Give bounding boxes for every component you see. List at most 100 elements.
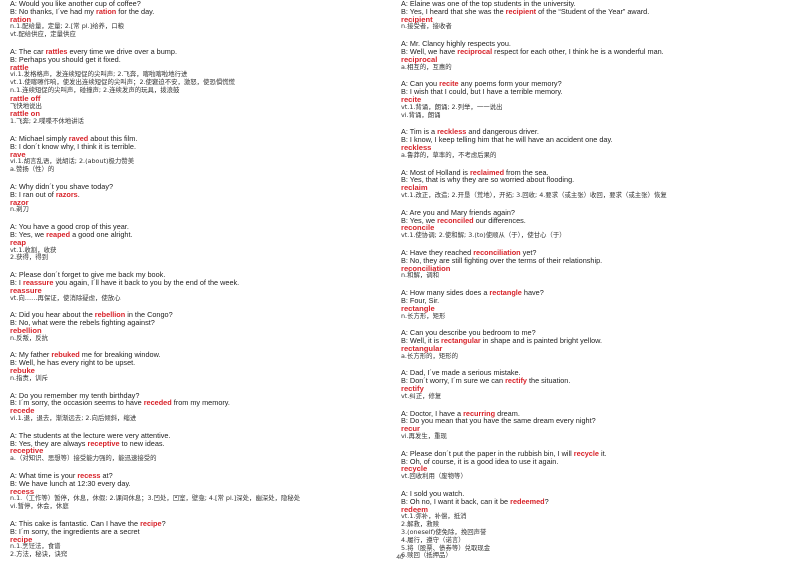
vocab-entry: A: Dad, I´ve made a serious mistake. B: D… bbox=[401, 369, 781, 400]
vocab-entry: A: Can you describe you bedroom to me? B:… bbox=[401, 329, 781, 360]
dialogue-line: A: You have a good crop of this year. bbox=[10, 223, 382, 231]
keyword-highlight: razors bbox=[55, 189, 78, 199]
vocab-entry: A: Doctor, I have a recurring dream. B: D… bbox=[401, 409, 781, 441]
dialogue-line: A: I sold you watch. bbox=[401, 490, 781, 498]
definition-line: a.鲁莽的，草率的，不考虑后果的 bbox=[401, 150, 497, 159]
dialogue-text: A: Did you hear about the bbox=[10, 310, 95, 320]
dialogue-line: B: I reassure you again, I´ll have it ba… bbox=[10, 279, 382, 287]
definition-line: n.接受者，接收者 bbox=[401, 22, 452, 31]
keyword-highlight: rattles bbox=[45, 46, 68, 56]
dialogue-line: A: Are you and Mary friends again? bbox=[401, 207, 781, 217]
dialogue-line: B: I ran out of razors. bbox=[10, 189, 382, 199]
headword: rectify bbox=[401, 384, 424, 394]
vocab-entry: A: Mr. Clancy highly respects you. B: Wel… bbox=[401, 40, 781, 71]
dialogue-line: A: Did you hear about the rebellion in t… bbox=[10, 311, 382, 319]
headword: rattle on bbox=[10, 109, 40, 119]
dialogue-line: B: Yes, that is why they are so worried … bbox=[401, 176, 781, 184]
dialogue-text: B: I bbox=[10, 277, 23, 287]
dialogue-line: A: Do you remember my tenth birthday? bbox=[10, 390, 382, 400]
headword: rebuke bbox=[10, 366, 35, 376]
definition-line: n.指责，训斥 bbox=[10, 373, 49, 382]
headword: reconciliation bbox=[401, 263, 451, 273]
vocab-entry: A: Tim is a reckless and dangerous drive… bbox=[401, 128, 781, 159]
dialogue-text: B: Yes, I heard that she was the bbox=[401, 6, 506, 16]
dialogue-line: B: We have lunch at 12:30 every day. bbox=[10, 479, 382, 488]
dialogue-line: A: The students at the lecture were very… bbox=[10, 430, 382, 440]
dialogue-text: B: No thanks, I´ve had my bbox=[10, 6, 96, 16]
dialogue-text: B: I ran out of bbox=[10, 189, 56, 199]
vocab-entry: A: Did you hear about the rebellion in t… bbox=[10, 311, 382, 342]
definition-line: 2.解救，救赎 bbox=[401, 520, 440, 529]
vocab-entry: A: Have they reached reconciliation yet?… bbox=[401, 249, 781, 280]
dialogue-line: A: How many sides does a rectangle have? bbox=[401, 289, 781, 297]
dialogue-text: A: The car bbox=[10, 46, 46, 56]
vocab-entry: A: I sold you watch. B: Oh no, I want it … bbox=[401, 490, 781, 560]
definition-line: vi.暂停，休会，休庭 bbox=[10, 502, 69, 511]
definition-line: vt.1.背诵，朗诵; 2.列举，一一说出 bbox=[401, 102, 503, 111]
dialogue-text: B: Oh, of course, it is a good idea to u… bbox=[401, 456, 559, 466]
dialogue-line: A: Michael simply raved about this film. bbox=[10, 135, 382, 143]
headword: rectangle bbox=[401, 303, 435, 313]
dialogue-text: B: I don´t know why, I think it is terri… bbox=[10, 141, 136, 151]
vocab-entry: A: My father rebuked me for breaking win… bbox=[10, 351, 382, 382]
definition-line: n.反叛，反抗 bbox=[10, 333, 49, 342]
dialogue-text: A: Please don´t forget to give me back m… bbox=[10, 270, 166, 280]
dialogue-text: about this film. bbox=[88, 133, 138, 143]
dialogue-line: A: Dad, I´ve made a serious mistake. bbox=[401, 369, 781, 377]
dialogue-text: B: I know, I keep telling him that he wi… bbox=[401, 135, 613, 145]
keyword-highlight: reciprocal bbox=[457, 46, 493, 56]
dialogue-text: A: Please don´t put the paper in the rub… bbox=[401, 448, 574, 458]
keyword-highlight: receded bbox=[143, 398, 172, 408]
dialogue-text: A: You have a good crop of this year. bbox=[10, 222, 129, 232]
definition-line: a.长方形的，矩形的 bbox=[401, 351, 459, 360]
dialogue-text: A: The students at the lecture were very… bbox=[10, 430, 171, 440]
dialogue-text: A: Are you and Mary friends again? bbox=[401, 207, 515, 217]
dialogue-text: ? bbox=[161, 519, 166, 529]
dialogue-line: A: Please don´t forget to give me back m… bbox=[10, 271, 382, 279]
definition-line: vt.1.收割，收获 bbox=[10, 245, 57, 254]
dialogue-text: B: Yes, we bbox=[10, 229, 47, 239]
dialogue-text: of the “Student of the Year” award. bbox=[536, 6, 650, 16]
headword: recipe bbox=[10, 534, 33, 544]
left-column: A: Would you like another cup of coffee?… bbox=[10, 0, 382, 568]
headword: rectangular bbox=[401, 343, 443, 353]
keyword-highlight: rectangle bbox=[489, 288, 522, 298]
vocab-entry: A: Are you and Mary friends again? B: Yes… bbox=[401, 207, 781, 240]
dialogue-text: A: My father bbox=[10, 350, 52, 360]
dialogue-text: to new ideas. bbox=[119, 438, 165, 448]
vocab-entry: A: This cake is fantastic. Can I have th… bbox=[10, 520, 382, 559]
keyword-highlight: recycle bbox=[573, 448, 599, 458]
headword: recipient bbox=[401, 14, 433, 24]
dialogue-line: A: Elaine was one of the top students in… bbox=[401, 0, 781, 8]
dialogue-text: A: Mr. Clancy highly respects you. bbox=[401, 39, 511, 49]
headword: rattle bbox=[10, 62, 29, 72]
definition-line: a.（对知识、思想等）接受能力强的，能迅速接受的 bbox=[10, 454, 157, 463]
dialogue-text: in the Congo? bbox=[125, 310, 173, 320]
dialogue-line: B: Do you mean that you have the same dr… bbox=[401, 417, 781, 425]
dialogue-text: A: Can you describe you bedroom to me? bbox=[401, 328, 536, 338]
dialogue-line: B: Don´t worry, I´m sure we can rectify … bbox=[401, 377, 781, 385]
dialogue-text: B: Perhaps you should get it fixed. bbox=[10, 54, 121, 64]
dialogue-line: B: Well, he has every right to be upset. bbox=[10, 359, 382, 367]
dialogue-text: B: Oh no, I want it back, can it be bbox=[401, 496, 511, 506]
dialogue-text: yet? bbox=[520, 247, 537, 257]
dialogue-text: . bbox=[77, 189, 80, 199]
dialogue-line: A: Would you like another cup of coffee? bbox=[10, 0, 382, 8]
dialogue-line: B: I wish that I could, but I have a ter… bbox=[401, 88, 781, 96]
headword: receptive bbox=[10, 446, 44, 456]
keyword-highlight: rectify bbox=[505, 376, 527, 386]
dialogue-text: A: Do you remember my tenth birthday? bbox=[10, 390, 140, 400]
dialogue-text: B: No, what were the rebels fighting aga… bbox=[10, 318, 155, 328]
dialogue-text: the situation. bbox=[526, 376, 571, 386]
dialogue-line: B: Perhaps you should get it fixed. bbox=[10, 54, 382, 64]
headword: ration bbox=[10, 14, 32, 24]
headword: razor bbox=[10, 197, 29, 207]
headword: reckless bbox=[401, 142, 432, 152]
dialogue-line: A: What time is your recess at? bbox=[10, 472, 382, 480]
dialogue-line: A: My father rebuked me for breaking win… bbox=[10, 351, 382, 359]
dialogue-line: B: Yes, we reaped a good one alright. bbox=[10, 231, 382, 239]
dialogue-text: a good one alright. bbox=[70, 229, 133, 239]
dialogue-line: A: Doctor, I have a recurring dream. bbox=[401, 409, 781, 418]
dialogue-text: A: I sold you watch. bbox=[401, 489, 465, 499]
headword: reconcile bbox=[401, 223, 435, 233]
